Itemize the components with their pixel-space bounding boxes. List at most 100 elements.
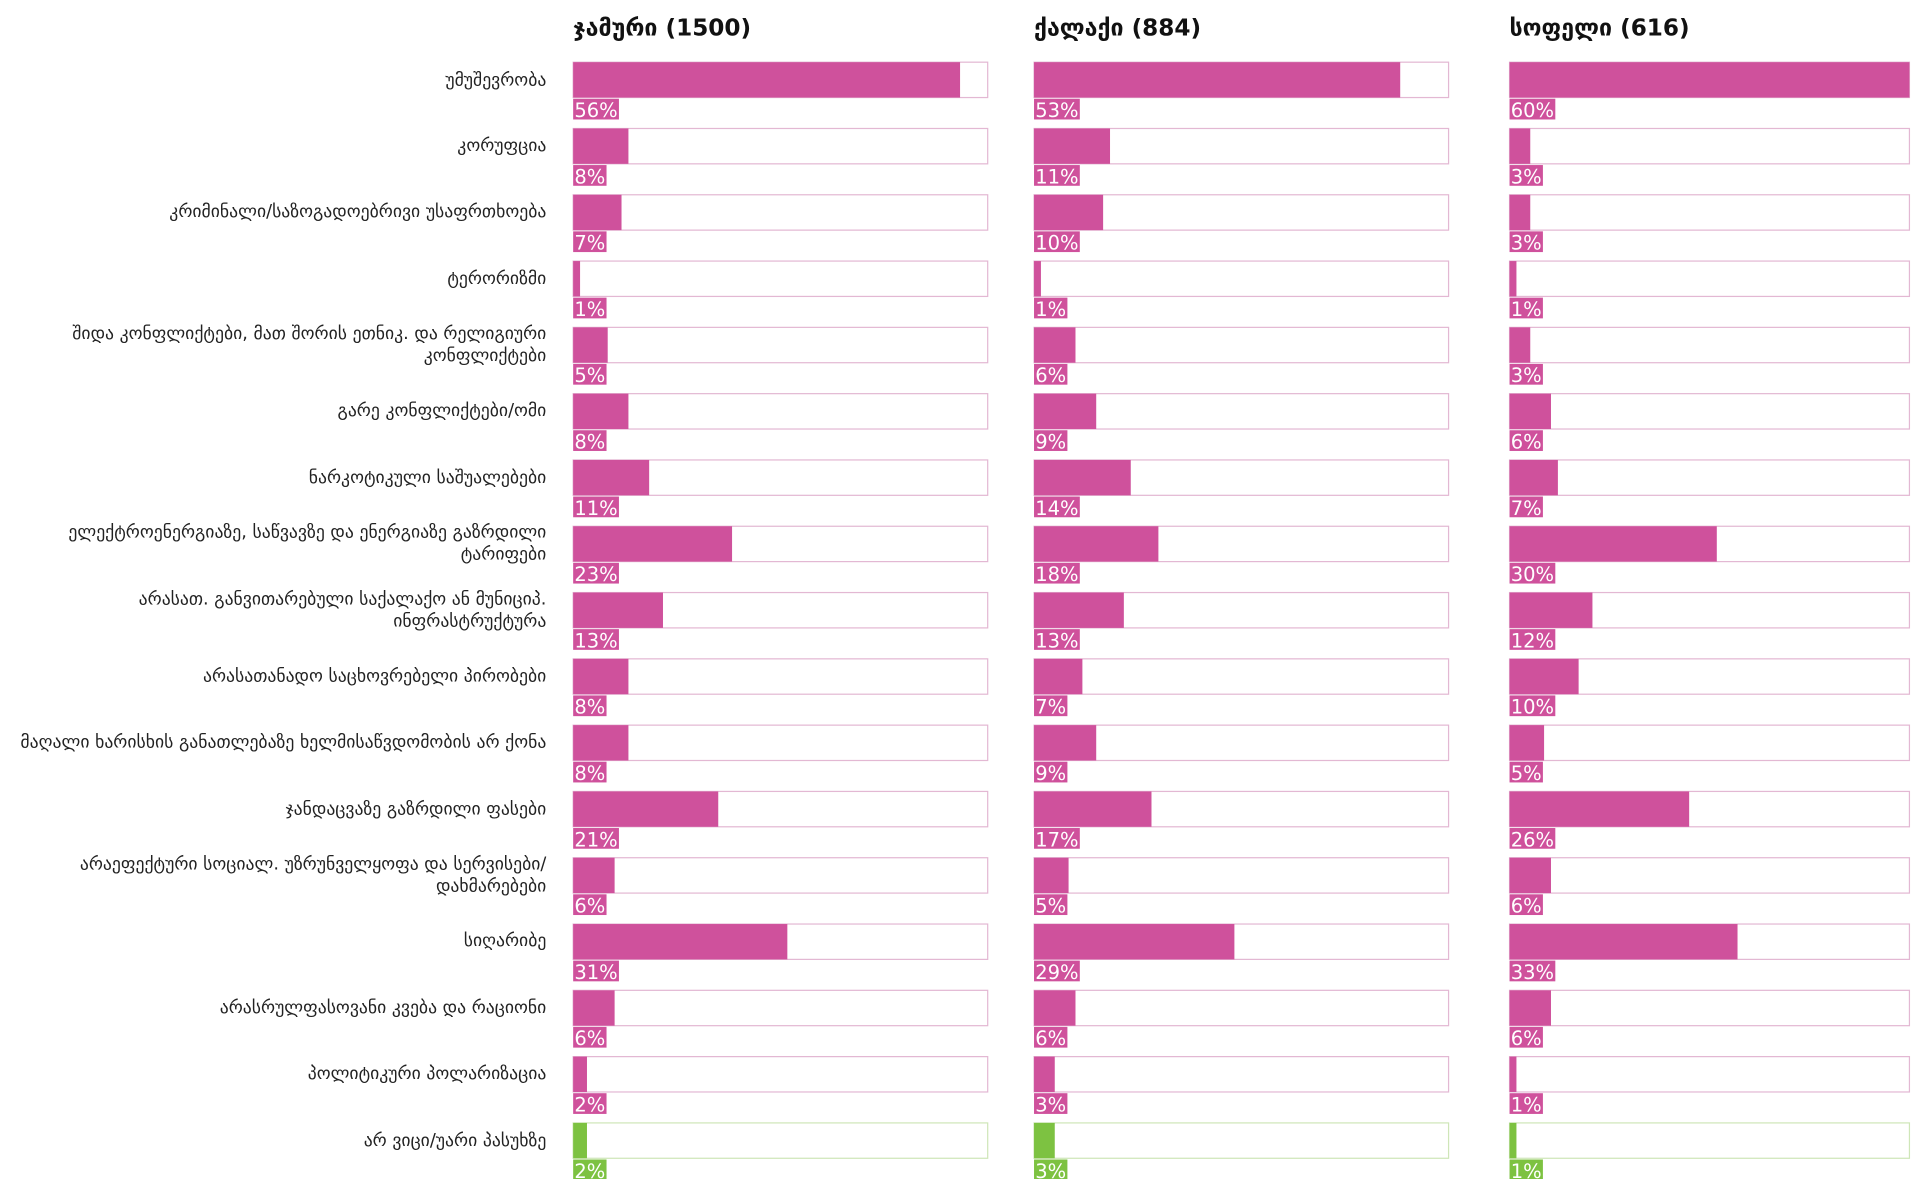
- bar-track: [572, 127, 989, 165]
- bar-track: [1508, 857, 1911, 894]
- value-label: 23%: [574, 563, 617, 586]
- bar-track: [1508, 989, 1911, 1027]
- category-label: გარე კონფლიქტები/ომი: [337, 401, 547, 422]
- value-label-bg: [1034, 960, 1080, 982]
- category-label-box: ნარკოტიკული საშუალებები: [308, 467, 547, 488]
- value-label-bg: [573, 231, 607, 253]
- category-label: ელექტროენერგიაზე, საწვავზე და ენერგიაზე …: [68, 523, 547, 565]
- bar: [573, 658, 629, 695]
- bar: [1034, 261, 1041, 297]
- bar: [573, 592, 663, 628]
- value-label-bg: [1034, 894, 1068, 916]
- value-label-bg: [1509, 363, 1543, 385]
- value-label: 5%: [1511, 762, 1542, 785]
- bar: [1034, 725, 1097, 761]
- value-label: 1%: [1511, 1160, 1542, 1179]
- value-label: 5%: [574, 364, 605, 387]
- bar: [1509, 924, 1738, 960]
- value-label: 30%: [1511, 563, 1554, 586]
- value-label: 10%: [1511, 696, 1554, 719]
- value-label-bg: [1509, 1093, 1543, 1114]
- bar: [1509, 128, 1531, 164]
- bar: [1509, 261, 1517, 297]
- value-label-bg: [1034, 562, 1080, 584]
- category-label: ნარკოტიკული საშუალებები: [308, 467, 547, 488]
- value-label: 26%: [1511, 828, 1554, 851]
- value-label-bg: [1034, 165, 1080, 186]
- bar: [573, 194, 622, 231]
- bar: [1509, 658, 1579, 695]
- bar: [573, 526, 733, 562]
- value-label: 13%: [574, 629, 617, 652]
- bar-track: [572, 326, 989, 364]
- value-label-bg: [1509, 297, 1543, 319]
- value-label: 1%: [574, 298, 605, 321]
- bar: [573, 261, 581, 297]
- category-label: ჯანდაცვაზე გაზრდილი ფასები: [285, 799, 547, 819]
- value-label: 1%: [1035, 298, 1066, 321]
- category-label-box: კრიმინალი/საზოგადოებრივი უსაფრთხოება: [169, 202, 547, 223]
- value-label-bg: [1509, 1159, 1543, 1179]
- bar: [573, 327, 608, 363]
- bar: [573, 393, 629, 430]
- value-label: 8%: [574, 762, 605, 785]
- value-label-bg: [1509, 562, 1556, 584]
- bar-track: [572, 194, 989, 231]
- value-label-bg: [1034, 297, 1068, 319]
- value-label: 9%: [1035, 762, 1066, 785]
- value-label: 21%: [574, 828, 617, 851]
- value-label-bg: [1509, 430, 1543, 451]
- value-label: 60%: [1511, 99, 1554, 122]
- bar-track: [572, 1056, 989, 1093]
- value-label: 13%: [1035, 629, 1078, 652]
- value-label-bg: [1034, 1159, 1068, 1179]
- bar: [1509, 1122, 1517, 1159]
- value-label: 3%: [1035, 1093, 1066, 1116]
- value-label-bg: [573, 297, 607, 319]
- bar: [573, 924, 788, 960]
- bar: [1034, 1056, 1055, 1092]
- bar-track: [1033, 1122, 1450, 1159]
- bar-track: [572, 658, 989, 695]
- bar-track: [1508, 127, 1911, 165]
- bar: [573, 128, 629, 164]
- bar: [1509, 592, 1593, 628]
- bar-track: [572, 989, 989, 1027]
- bar: [1034, 526, 1159, 562]
- value-label-bg: [1034, 363, 1068, 385]
- bar-track: [1033, 989, 1450, 1027]
- bar-track: [1508, 1056, 1911, 1093]
- value-label-bg: [1509, 496, 1543, 518]
- bar: [573, 1056, 587, 1092]
- category-label: კრიმინალი/საზოგადოებრივი უსაფრთხოება: [169, 202, 547, 223]
- value-label: 6%: [574, 1027, 605, 1050]
- bar-track: [572, 260, 989, 298]
- bar: [1034, 327, 1076, 363]
- bar-track: [1508, 326, 1911, 364]
- bar: [1034, 459, 1131, 496]
- value-label-bg: [1509, 231, 1543, 253]
- panel-title: ქალაქი (884): [1034, 15, 1201, 41]
- value-label: 2%: [574, 1093, 605, 1116]
- category-label: ტერორიზმი: [447, 268, 547, 289]
- value-label: 14%: [1035, 497, 1078, 520]
- category-label: არასრულფასოვანი კვება და რაციონი: [219, 998, 547, 1018]
- category-label: არ ვიცი/უარი პასუხზე: [363, 1130, 547, 1151]
- value-label: 7%: [1511, 497, 1542, 520]
- category-label-box: ჯანდაცვაზე გაზრდილი ფასები: [285, 799, 547, 819]
- category-label-box: არ ვიცი/უარი პასუხზე: [363, 1130, 547, 1151]
- category-label: პოლიტიკური პოლარიზაცია: [307, 1064, 547, 1085]
- value-label-bg: [1509, 98, 1556, 120]
- value-label: 5%: [1035, 895, 1066, 918]
- bar-track: [572, 857, 989, 894]
- category-label-box: არაეფექტური სოციალ. უზრუნველყოფა და სერვ…: [80, 855, 546, 896]
- value-label-bg: [573, 629, 619, 650]
- value-label: 6%: [1511, 431, 1542, 454]
- value-label: 9%: [1035, 431, 1066, 454]
- category-label-box: არასათანადო საცხოვრებელი პირობები: [203, 667, 546, 687]
- category-label: მაღალი ხარისხის განათლებაზე ხელმისაწვდომ…: [20, 733, 547, 753]
- bar: [1034, 194, 1104, 231]
- value-label: 33%: [1511, 961, 1554, 984]
- bar: [1034, 393, 1097, 430]
